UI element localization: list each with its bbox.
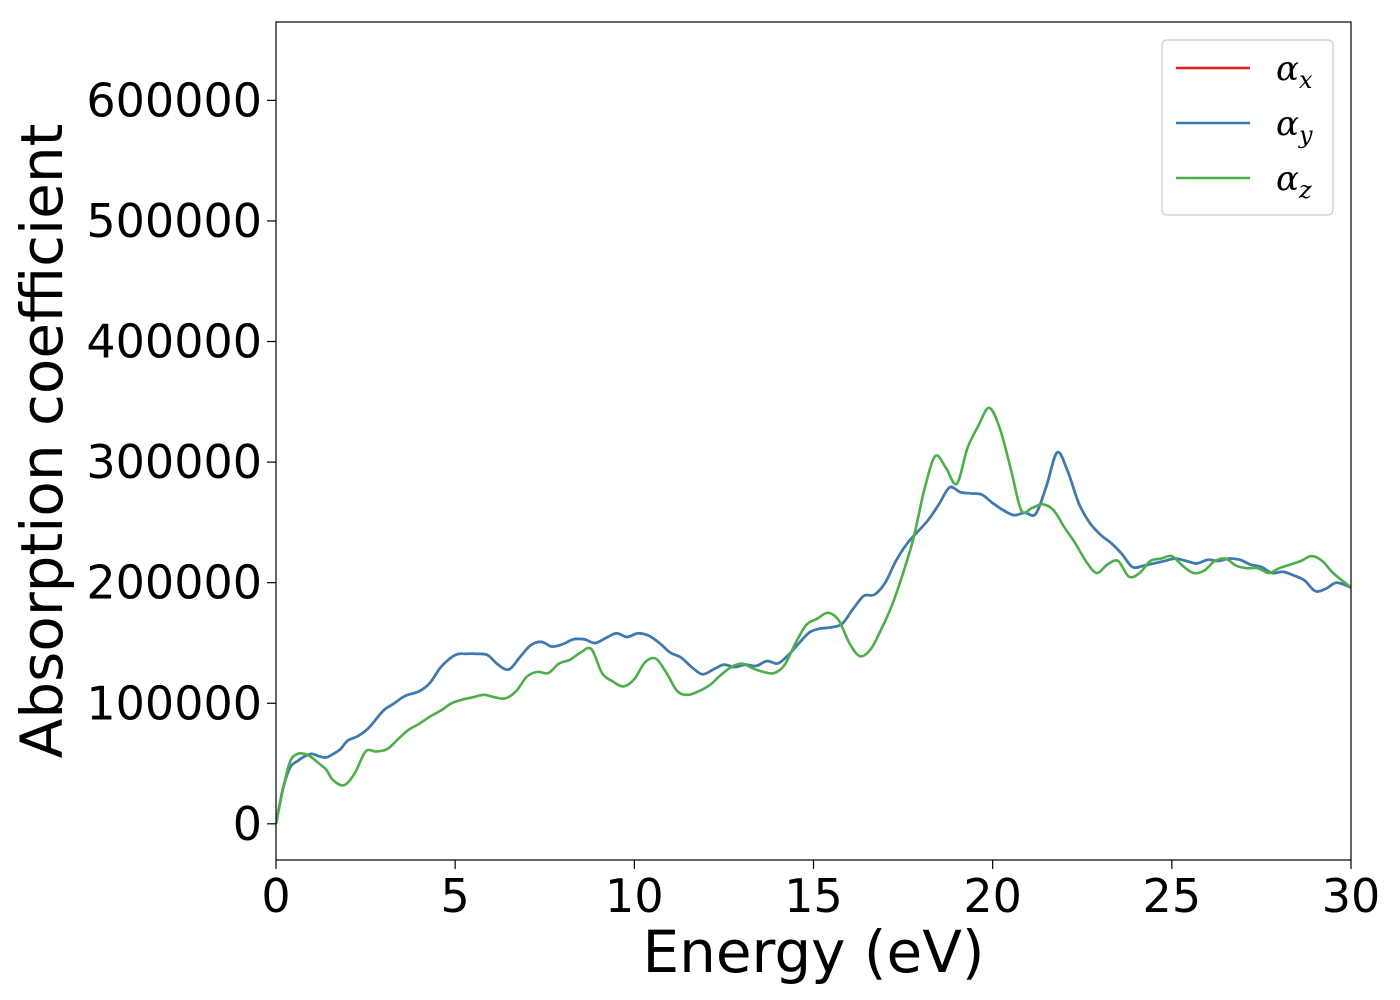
series-line-y bbox=[276, 450, 1351, 825]
legend-label-x: αx bbox=[1276, 49, 1313, 94]
legend-symbol: α bbox=[1276, 104, 1299, 144]
y-tick-label: 100000 bbox=[86, 676, 262, 730]
x-tick-label: 0 bbox=[261, 869, 290, 923]
legend-symbol: α bbox=[1276, 159, 1299, 199]
legend-label-z: αz bbox=[1276, 159, 1312, 204]
legend-symbol: α bbox=[1276, 49, 1299, 89]
y-tick-label: 200000 bbox=[86, 556, 262, 610]
x-tick-label: 25 bbox=[1143, 869, 1202, 923]
x-tick-label: 30 bbox=[1322, 869, 1381, 923]
legend-label-y: αy bbox=[1276, 104, 1313, 149]
series-line-z bbox=[276, 406, 1351, 825]
x-tick-label: 15 bbox=[784, 869, 843, 923]
legend-subscript: y bbox=[1298, 121, 1313, 149]
x-ticks: 0 5 10 15 20 25 30 bbox=[261, 860, 1380, 923]
legend-box bbox=[1161, 39, 1334, 216]
plot-lines bbox=[276, 406, 1351, 825]
y-tick-label: 400000 bbox=[86, 315, 262, 369]
y-tick-label: 0 bbox=[233, 797, 262, 851]
legend-subscript: z bbox=[1298, 176, 1312, 204]
x-tick-label: 10 bbox=[605, 869, 664, 923]
x-axis-title: Energy (eV) bbox=[642, 918, 984, 986]
y-tick-label: 600000 bbox=[86, 73, 262, 127]
x-tick-label: 5 bbox=[441, 869, 470, 923]
y-axis-title: Absorption coefficient bbox=[8, 124, 76, 759]
x-tick-label: 20 bbox=[963, 869, 1022, 923]
legend-subscript: x bbox=[1299, 66, 1313, 94]
y-ticks: 0 100000 200000 300000 400000 500000 600000 bbox=[86, 73, 276, 851]
y-tick-label: 500000 bbox=[86, 194, 262, 248]
y-tick-label: 300000 bbox=[86, 435, 262, 489]
